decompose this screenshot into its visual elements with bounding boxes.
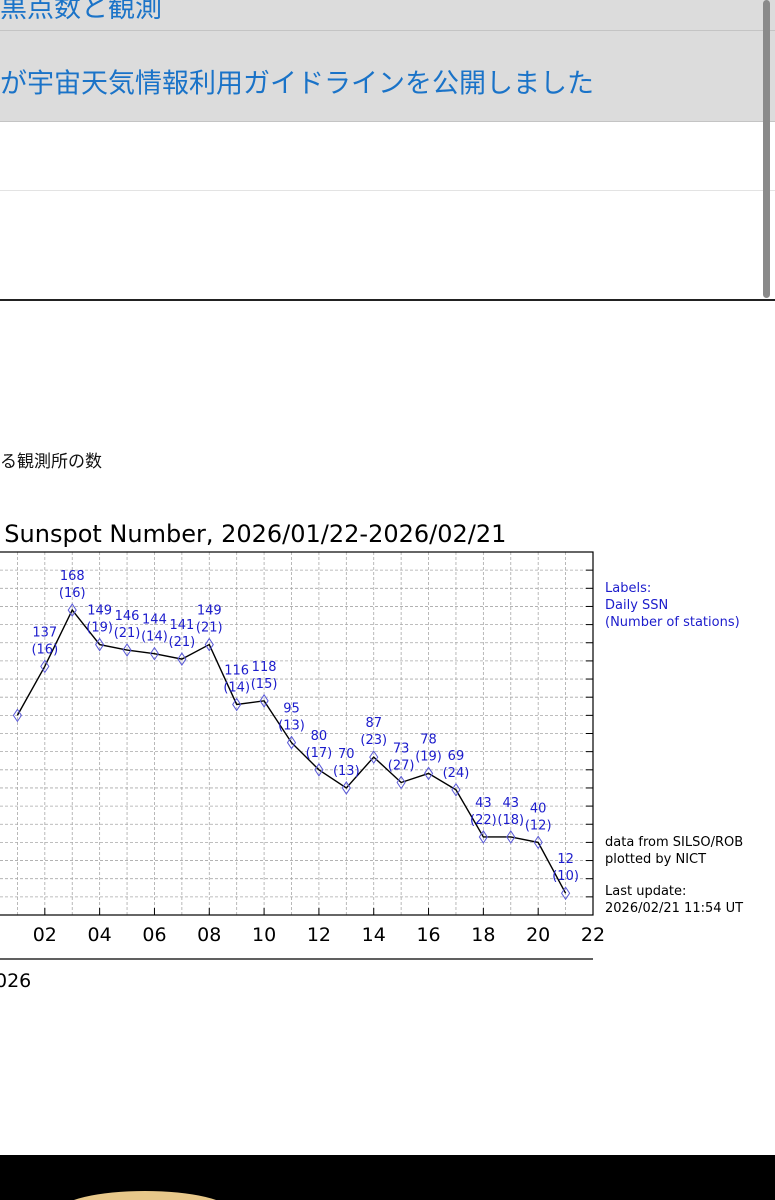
plotted-by-note: plotted by NICT — [605, 852, 706, 867]
ssn-value-label: 80 — [311, 729, 328, 744]
ssn-value-label: 146 — [115, 609, 140, 624]
data-point-marker — [177, 652, 187, 666]
data-point-marker — [149, 646, 160, 661]
data-point-marker — [40, 659, 50, 674]
chart-title: l Sunspot Number, 2026/01/22-2026/02/21 — [0, 520, 506, 548]
station-count-label: (12) — [525, 818, 552, 833]
grid — [0, 552, 593, 915]
station-count-label: (13) — [333, 764, 360, 779]
news-link[interactable]: が宇宙天気情報利用ガイドラインを公開しました — [0, 68, 594, 100]
ssn-value-label: 95 — [283, 702, 300, 717]
ssn-value-label: 149 — [87, 604, 112, 619]
station-count-label: (14) — [223, 680, 250, 695]
station-count-label: (16) — [59, 586, 86, 601]
x-tick-label: 16 — [416, 924, 440, 946]
news-banner[interactable]: が宇宙天気情報利用ガイドラインを公開しました — [0, 31, 775, 122]
x-tick-label: 10 — [252, 924, 276, 946]
x-tick-label: 04 — [88, 924, 112, 946]
data-point-marker — [506, 830, 516, 844]
footer-logo — [60, 1191, 230, 1200]
data-point-marker — [12, 708, 23, 723]
footer-bar — [0, 1155, 775, 1200]
station-count-label: (17) — [306, 746, 333, 761]
ssn-value-label: 43 — [502, 796, 519, 811]
data-source-note: data from SILSO/ROB — [605, 835, 743, 850]
data-point-marker — [451, 782, 461, 797]
x-tick-label: 18 — [471, 924, 495, 946]
data-point-marker — [204, 637, 214, 652]
ssn-value-label: 87 — [365, 716, 382, 731]
ssn-value-label: 149 — [197, 604, 222, 619]
station-count-label: (21) — [169, 635, 196, 650]
station-count-label: (22) — [470, 813, 497, 828]
last-update-value: 2026/02/21 11:54 UT — [605, 901, 743, 916]
section-divider — [0, 299, 775, 301]
x-ticks: 02 04 06 08 10 12 14 16 18 20 22 — [33, 908, 605, 946]
data-point-marker — [396, 775, 406, 790]
blank-row — [0, 191, 775, 299]
x-tick-label: 08 — [197, 924, 221, 946]
data-point-marker — [478, 830, 488, 844]
ssn-value-label: 118 — [252, 660, 277, 675]
scrollbar-thumb[interactable] — [763, 0, 770, 298]
ssn-value-label: 12 — [557, 852, 574, 867]
last-update-label: Last update: — [605, 884, 686, 899]
station-count-label: (23) — [360, 733, 387, 748]
x-tick-label: 06 — [142, 924, 166, 946]
data-point-marker — [314, 762, 324, 777]
data-point-marker — [122, 643, 132, 657]
x-tick-label: 02 — [33, 924, 57, 946]
ssn-value-label: 137 — [32, 625, 57, 640]
x-axis-label: 026 — [0, 970, 31, 992]
ssn-value-label: 168 — [60, 569, 85, 584]
chart-caption: る観測所の数 — [0, 452, 102, 472]
legend-line-1: Labels: — [605, 581, 651, 596]
x-tick-label: 14 — [362, 924, 386, 946]
x-tick-label: 20 — [526, 924, 550, 946]
ssn-value-label: 73 — [393, 742, 410, 757]
ssn-value-label: 70 — [338, 747, 355, 762]
station-count-label: (19) — [415, 749, 442, 764]
station-count-label: (19) — [86, 621, 113, 636]
station-count-label: (14) — [141, 630, 168, 645]
data-point-marker — [259, 693, 269, 708]
data-point-marker — [533, 835, 543, 850]
station-count-label: (16) — [31, 642, 58, 657]
station-count-label: (18) — [497, 813, 524, 828]
ssn-value-label: 144 — [142, 613, 167, 628]
station-count-label: (24) — [443, 766, 470, 781]
top-news-text[interactable]: 黒点数と観測 — [0, 0, 162, 24]
x-tick-label: 12 — [307, 924, 331, 946]
y-ticks — [586, 569, 593, 898]
station-count-label: (13) — [278, 719, 305, 734]
ssn-value-label: 69 — [448, 749, 465, 764]
data-point-marker — [423, 766, 434, 781]
top-news-link[interactable]: 黒点数と観測 — [0, 0, 775, 31]
markers — [12, 603, 571, 901]
station-count-label: (21) — [196, 621, 223, 636]
data-point-marker — [232, 697, 242, 712]
ssn-value-label: 116 — [224, 663, 249, 678]
legend-line-2: Daily SSN — [605, 598, 668, 613]
data-point-marker — [560, 886, 571, 901]
ssn-value-label: 78 — [420, 732, 437, 747]
data-point-marker — [286, 735, 297, 750]
data-labels: 137(16)168(16)149(19)146(21)144(14)141(2… — [31, 569, 578, 884]
ssn-value-label: 43 — [475, 796, 492, 811]
data-point-marker — [341, 781, 351, 795]
legend-line-3: (Number of stations) — [605, 615, 740, 630]
data-point-marker — [369, 750, 379, 764]
data-point-marker — [67, 603, 77, 617]
sunspot-chart: 02 04 06 08 10 12 14 16 18 20 22 137(16)168(16)149… — [0, 520, 743, 992]
station-count-label: (10) — [552, 869, 579, 884]
x-tick-label: 22 — [581, 924, 605, 946]
ssn-value-label: 141 — [169, 618, 194, 633]
blank-row — [0, 122, 775, 191]
data-point-marker — [95, 637, 105, 652]
station-count-label: (21) — [114, 626, 141, 641]
station-count-label: (27) — [388, 759, 415, 774]
ssn-line — [16, 608, 567, 894]
station-count-label: (15) — [251, 677, 278, 692]
ssn-value-label: 40 — [530, 801, 547, 816]
